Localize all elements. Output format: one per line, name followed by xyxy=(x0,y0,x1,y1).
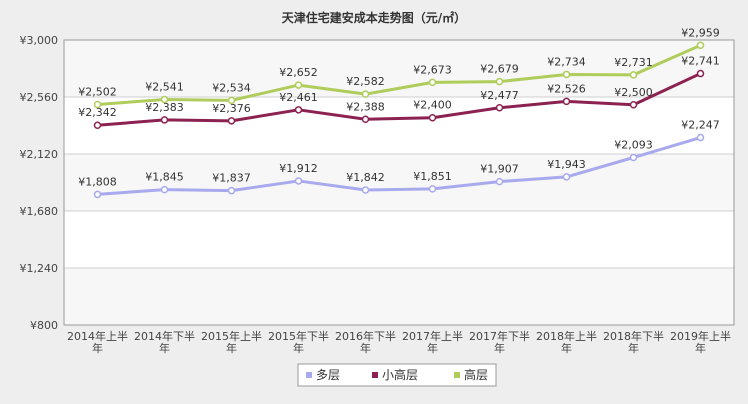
data-point xyxy=(361,90,370,98)
data-label: ¥2,673 xyxy=(413,63,452,76)
data-label: ¥1,845 xyxy=(145,171,184,184)
series-2: ¥2,342 ¥2,383 ¥2,376 ¥2,461 ¥2,388 ¥2,400 ¥2,4… xyxy=(78,55,720,129)
data-point xyxy=(361,115,370,124)
data-label: ¥2,541 xyxy=(145,80,184,93)
legend-swatch xyxy=(454,372,460,378)
data-point xyxy=(294,177,303,185)
data-point xyxy=(428,78,437,87)
data-label: ¥2,461 xyxy=(279,91,318,104)
data-point xyxy=(361,186,370,194)
x-tick-label: 2017年上半年 xyxy=(402,329,463,355)
data-label: ¥2,383 xyxy=(145,101,184,114)
data-point xyxy=(562,70,571,79)
data-point xyxy=(294,106,303,114)
legend: 多层 小高层 高层 xyxy=(297,363,497,387)
data-label: ¥2,093 xyxy=(614,138,653,151)
data-point xyxy=(629,71,638,79)
legend-label: 多层 xyxy=(316,368,340,382)
data-point xyxy=(495,104,504,112)
series-line xyxy=(97,136,701,196)
data-label: ¥1,912 xyxy=(279,162,318,175)
x-tick-label: 2018年下半年 xyxy=(603,329,664,355)
x-tick-label: 2018年上半年 xyxy=(536,329,597,355)
data-label: ¥2,959 xyxy=(681,26,720,39)
legend-box xyxy=(297,363,497,387)
data-label: ¥1,907 xyxy=(480,163,519,176)
data-point xyxy=(160,185,169,194)
x-tick-label: 2015年下半年 xyxy=(268,329,329,355)
data-label: ¥1,842 xyxy=(346,171,385,184)
y-tick-label: ¥1,680 xyxy=(20,205,59,218)
series-line xyxy=(97,72,702,127)
data-label: ¥2,400 xyxy=(413,99,452,112)
legend-swatch xyxy=(372,372,378,378)
y-tick-label: ¥2,120 xyxy=(20,148,59,161)
data-label: ¥2,679 xyxy=(480,63,519,76)
data-point xyxy=(696,133,705,142)
series-1: ¥1,808 ¥1,845 ¥1,837 ¥1,912 ¥1,842 ¥1,851 ¥1,9… xyxy=(78,119,720,199)
data-point xyxy=(495,77,504,86)
data-label: ¥2,502 xyxy=(78,86,117,99)
data-point xyxy=(629,153,638,162)
data-point xyxy=(629,101,638,109)
data-label: ¥2,500 xyxy=(614,86,653,99)
plot-band xyxy=(64,154,734,211)
data-label: ¥2,731 xyxy=(614,56,653,69)
data-point xyxy=(428,185,437,193)
data-label: ¥2,247 xyxy=(681,119,720,132)
data-label: ¥2,477 xyxy=(480,89,519,102)
data-point xyxy=(93,100,102,109)
x-tick-label: 2019年上半年 xyxy=(670,329,731,355)
x-tick-label: 2017年下半年 xyxy=(469,329,530,355)
y-tick-label: ¥2,560 xyxy=(20,91,59,104)
x-tick-label: 2015年上半年 xyxy=(201,329,262,355)
x-tick-label: 2014年下半年 xyxy=(134,329,195,355)
chart-title: 天津住宅建安成本走势图（元/㎡） xyxy=(282,10,466,25)
data-point xyxy=(294,81,303,89)
data-label: ¥2,741 xyxy=(681,55,720,68)
data-point xyxy=(562,97,571,106)
plot-band xyxy=(64,268,734,325)
data-label: ¥2,526 xyxy=(547,82,586,95)
series-line xyxy=(97,43,702,107)
legend-label: 小高层 xyxy=(382,367,418,382)
plot-band xyxy=(64,211,734,268)
data-point xyxy=(227,96,236,105)
x-tick-label: 2014年上半年 xyxy=(67,329,128,355)
data-point xyxy=(428,113,437,122)
data-point xyxy=(227,117,236,125)
y-tick-label: ¥3,000 xyxy=(20,34,59,47)
legend-swatch xyxy=(306,372,312,378)
data-label: ¥2,376 xyxy=(212,102,251,115)
data-label: ¥1,808 xyxy=(78,175,117,188)
x-tick-label: 2016年下半年 xyxy=(335,329,396,355)
y-tick-label: ¥1,240 xyxy=(20,262,59,275)
data-label: ¥2,534 xyxy=(212,81,251,94)
plot-band xyxy=(64,97,734,154)
series-3: ¥2,502 ¥2,541 ¥2,534 ¥2,652 ¥2,582 ¥2,673 ¥2,6… xyxy=(78,26,720,109)
data-point xyxy=(562,173,571,181)
data-label: ¥1,943 xyxy=(547,158,586,171)
data-point xyxy=(93,121,102,129)
data-point xyxy=(696,41,705,50)
data-point xyxy=(227,186,236,195)
y-tick-label: ¥800 xyxy=(30,319,58,332)
data-point xyxy=(160,116,169,124)
data-label: ¥2,342 xyxy=(78,106,117,119)
data-point xyxy=(160,95,169,104)
data-label: ¥2,388 xyxy=(346,100,385,113)
data-label: ¥1,851 xyxy=(413,170,452,183)
legend-label: 高层 xyxy=(464,367,488,382)
data-label: ¥2,652 xyxy=(279,66,318,79)
data-point xyxy=(93,190,102,199)
plot-frame xyxy=(63,39,735,326)
data-point xyxy=(495,177,504,186)
data-label: ¥2,734 xyxy=(547,55,586,68)
data-label: ¥2,582 xyxy=(346,75,385,88)
data-point xyxy=(696,69,705,78)
data-label: ¥1,837 xyxy=(212,172,251,185)
